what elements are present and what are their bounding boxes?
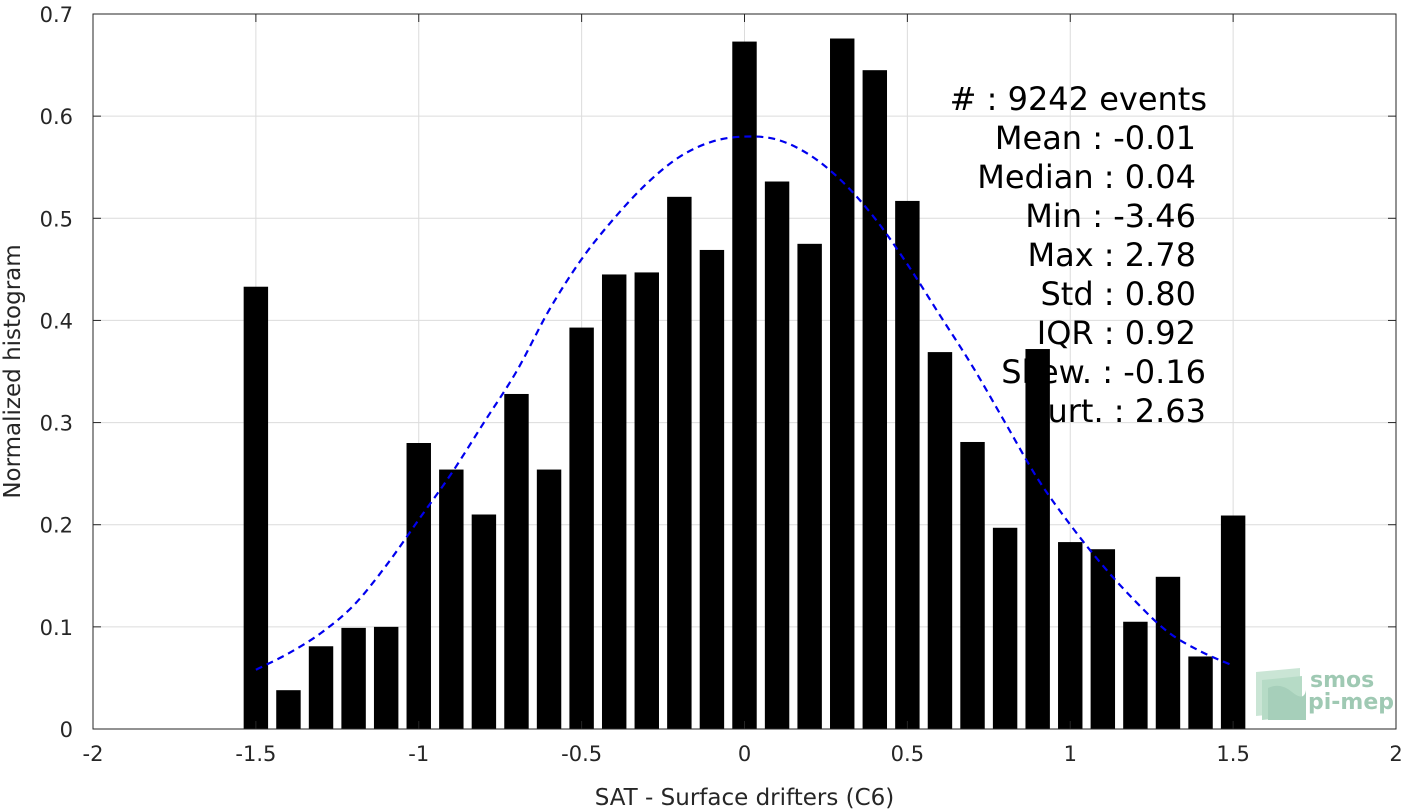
histogram-bar	[471, 514, 497, 729]
x-tick-label: -1.5	[235, 742, 276, 766]
histogram-bar	[276, 690, 301, 729]
histogram-bar	[569, 327, 594, 729]
histogram-bar	[667, 196, 692, 730]
y-tick-label: 0.7	[40, 3, 73, 27]
histogram-bar	[1025, 349, 1050, 729]
y-tick-label: 0	[60, 718, 73, 742]
y-tick-label: 0.1	[40, 616, 73, 640]
x-tick-label: -1	[408, 742, 429, 766]
histogram-bar	[1220, 515, 1246, 729]
y-tick-label: 0.5	[40, 207, 73, 231]
stat-max: Max : 2.78	[1027, 236, 1196, 274]
histogram-bar	[699, 249, 725, 729]
histogram-bar	[1123, 621, 1148, 729]
x-tick-label: 0	[738, 742, 751, 766]
x-tick-label: 0.5	[891, 742, 924, 766]
histogram-bar	[634, 272, 659, 729]
y-tick-label: 0.2	[40, 514, 73, 538]
histogram-bar	[243, 286, 269, 729]
histogram-bar	[308, 646, 334, 729]
stat-skew: Skew. : -0.16	[1001, 353, 1206, 391]
histogram-bar	[601, 274, 627, 729]
x-tick-label: 2	[1389, 742, 1402, 766]
histogram-bar	[341, 627, 366, 729]
histogram-bar	[373, 626, 399, 729]
stat-events: # : 9242 events	[950, 80, 1207, 118]
histogram-bar	[732, 41, 757, 730]
histogram-bar	[1090, 549, 1116, 729]
stat-iqr: IQR : 0.92	[1037, 314, 1196, 352]
x-axis-label: SAT - Surface drifters (C6)	[595, 785, 895, 811]
histogram-bar	[927, 352, 953, 729]
x-tick-label: 1.5	[1216, 742, 1249, 766]
histogram-bar	[862, 70, 888, 729]
axis-ticks: -2 -1.5 -1 -0.5 0 0.5 1 1.5 2 0 0.1 0.2 0.3 0.4 0.5 0.6…	[40, 3, 1403, 766]
histogram-bar	[797, 243, 822, 730]
y-axis-label: Normalized histogram	[0, 244, 26, 498]
stat-kurt: Kurt. : 2.63	[1028, 392, 1206, 430]
histogram-bar	[406, 443, 431, 729]
histogram-bar	[895, 200, 920, 729]
y-tick-label: 0.4	[40, 309, 73, 333]
histogram-bar	[504, 393, 529, 729]
logo-line1: smos	[1310, 668, 1374, 693]
histogram-bar	[1188, 656, 1213, 729]
y-tick-label: 0.3	[40, 412, 73, 436]
histogram-bar	[764, 181, 790, 729]
logo-line2: pi-mep	[1308, 690, 1394, 715]
histogram-bar	[536, 469, 562, 729]
statistics-annotation: # : 9242 events Mean : -0.01 Median : 0.…	[950, 80, 1207, 430]
histogram-bar	[1155, 576, 1181, 729]
histogram-bar	[992, 527, 1018, 729]
histogram-bars	[243, 38, 1246, 730]
stat-std: Std : 0.80	[1040, 275, 1196, 313]
smos-pimep-logo: smos pi-mep	[1256, 668, 1394, 720]
histogram-bar	[830, 38, 855, 730]
histogram-bar	[439, 469, 464, 729]
normal-fit-curve	[255, 135, 1234, 671]
y-tick-label: 0.6	[40, 105, 73, 129]
stat-median: Median : 0.04	[977, 158, 1196, 196]
x-tick-label: -2	[83, 742, 104, 766]
stat-mean: Mean : -0.01	[995, 119, 1196, 157]
x-tick-label: -0.5	[561, 742, 602, 766]
histogram-bar	[1058, 542, 1083, 729]
histogram-bar	[960, 441, 985, 729]
stat-min: Min : -3.46	[1025, 197, 1196, 235]
logo-waves-icon	[1256, 668, 1306, 720]
x-tick-label: 1	[1064, 742, 1077, 766]
